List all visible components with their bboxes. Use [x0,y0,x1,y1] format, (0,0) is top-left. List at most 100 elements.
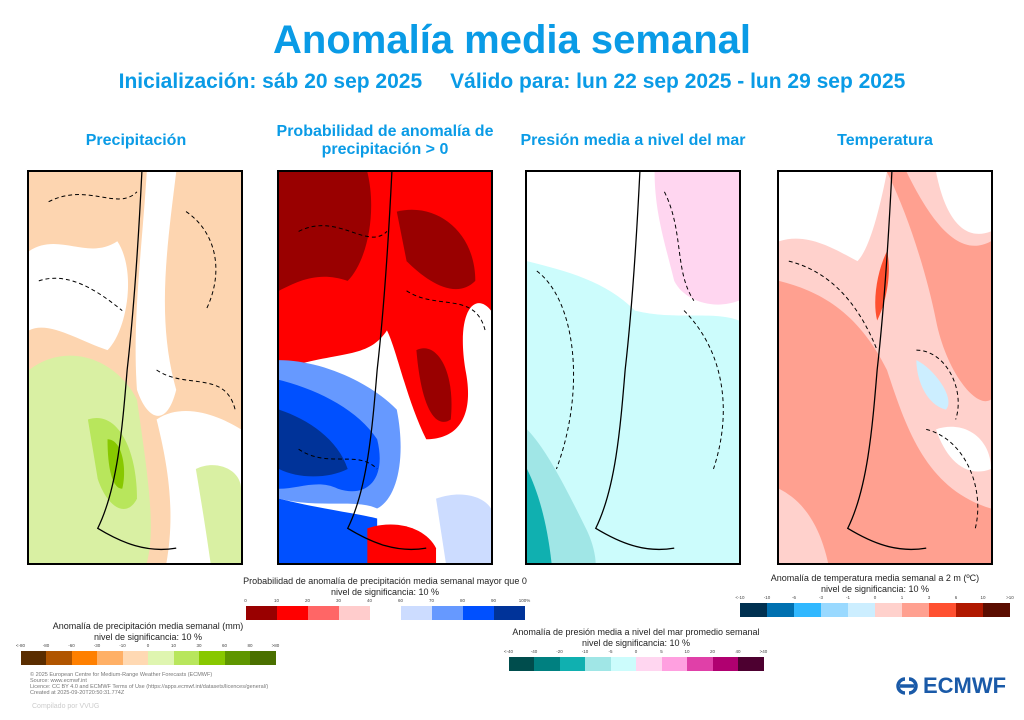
legend-tick: -80 [42,643,50,648]
legend-swatch [738,657,764,671]
legend-tick: <-80 [15,643,26,648]
legend-swatch [20,651,46,665]
footer-line: Created at 2025-09-20T20:50:31.774Z [30,690,125,696]
legend-tick: <-10 [735,595,745,600]
legend-swatch [794,603,821,617]
legend-tick: 40 [366,598,373,603]
legend-swatch [902,603,929,617]
legend-tick: 0 [873,595,877,600]
legend-swatch [46,651,72,665]
legend-significance: nivel de significancia: 10 % [820,584,930,594]
legend-tick: >10 [1006,595,1014,600]
subtitle: Inicialización: sáb 20 sep 2025 Válido pa… [0,70,1024,94]
legend-tick: -10 [581,649,589,654]
legend-tick: 1 [900,595,904,600]
legend-tick: 10 [980,595,986,600]
page-title: Anomalía media semanal [273,18,751,62]
legend-tick: 5 [660,649,663,654]
legend-swatch [821,603,848,617]
legend-gap [370,606,401,620]
legend-tick: -10 [119,643,126,648]
footer-line: Source: www.ecmwf.int [30,678,87,684]
legend-title: Probabilidad de anomalía de precipitació… [243,576,527,586]
legend-swatch [559,657,585,671]
footer-line: © 2025 European Centre for Medium-Range … [30,672,213,678]
legend-tick: -1 [845,595,851,600]
legend-swatch [610,657,636,671]
legend-significance: nivel de significancia: 10 % [93,632,203,642]
temp-legend: Anomalía de temperatura media semanal a … [735,573,1015,617]
legend-swatch [97,651,123,665]
legend-swatch [712,657,738,671]
legend-ticks: <-80 -80 -60 -30 -10 0 10 30 60 80 >80 [16,643,279,651]
legend-swatch [687,657,713,671]
legend-tick: 100% [518,598,531,603]
legend-swatch [431,606,463,620]
legend-significance: nivel de significancia: 10 % [330,587,440,597]
legend-tick: 80 [247,643,253,648]
ecmwf-logo: ECMWF [893,673,1006,699]
pressure-legend: Anomalía de presión media a nivel del ma… [504,627,767,671]
legend-swatch [493,606,525,620]
legend-tick: 60 [397,598,404,603]
legend-tick: 10 [170,643,177,648]
legend-tick: -20 [556,649,563,654]
legend-tick: 60 [221,643,228,648]
legend-tick: -60 [68,643,75,648]
legend-swatch [224,651,250,665]
legend-title: Anomalía de temperatura media semanal a … [770,573,980,583]
legend-swatch [122,651,148,665]
ecmwf-logo-text: ECMWF [923,673,1007,698]
copyright-footer: © 2025 European Centre for Medium-Range … [30,672,268,696]
valid-range: Válido para: lun 22 sep 2025 - lun 29 se… [450,70,906,93]
legend-swatch [199,651,225,665]
legend-swatch [740,603,767,617]
legend-tick: 90 [490,598,497,603]
legend-tick: 30 [196,643,202,648]
legend-swatch [929,603,956,617]
legend-swatch [462,606,494,620]
legend-swatch [848,603,875,617]
legend-tick: >80 [271,643,280,648]
ecmwf-logo-icon [896,677,918,695]
legend-tick: 70 [428,598,435,603]
legend-swatch [71,651,97,665]
legend-tick: 30 [335,598,342,603]
legend-tick: -30 [93,643,101,648]
legend-tick: 10 [684,649,690,654]
legend-title: Anomalía de presión media a nivel del ma… [512,627,760,637]
legend-ticks: <-40 -40 -20 -10 -5 0 5 10 20 40 >40 [504,649,767,657]
legend-colorbar [20,651,276,665]
legend-swatch [956,603,983,617]
legend-colorbar [508,657,764,671]
prob-legend: Probabilidad de anomalía de precipitació… [240,576,530,620]
panel-title-prob: Probabilidad de anomalía de precipitació… [276,123,494,158]
legend-tick: -40 [530,649,538,654]
legend-tick: -5 [608,649,613,654]
legend-swatch [585,657,611,671]
legend-ticks: 0 10 20 30 40 60 70 80 90 100% [244,598,530,606]
legend-tick: 0 [634,649,638,654]
legend-tick: 0 [244,598,247,603]
legend-colorbar [740,603,1010,617]
legend-tick: 10 [273,598,280,603]
legend-tick: -10 [763,595,771,600]
legend-title: Anomalía de precipitación media semanal … [52,621,244,631]
legend-tick: 80 [459,598,466,603]
prob-map [277,170,493,565]
panel-title-temp: Temperatura [837,132,933,149]
legend-swatch [661,657,687,671]
legend-swatch [400,606,432,620]
legend-swatch [307,606,339,620]
legend-tick: -6 [791,595,797,600]
legend-tick: <-40 [503,649,514,654]
legend-tick: -3 [818,595,824,600]
legend-tick: >40 [759,649,768,654]
legend-swatch [250,651,276,665]
legend-swatch [983,603,1010,617]
legend-swatch [245,606,277,620]
panel-title-pressure: Presión media a nivel del mar [520,132,746,149]
temperature-map [777,170,993,565]
precip-map [27,170,243,565]
footer-line: Licence: CC BY 4.0 and ECMWF Terms of Us… [30,684,269,690]
